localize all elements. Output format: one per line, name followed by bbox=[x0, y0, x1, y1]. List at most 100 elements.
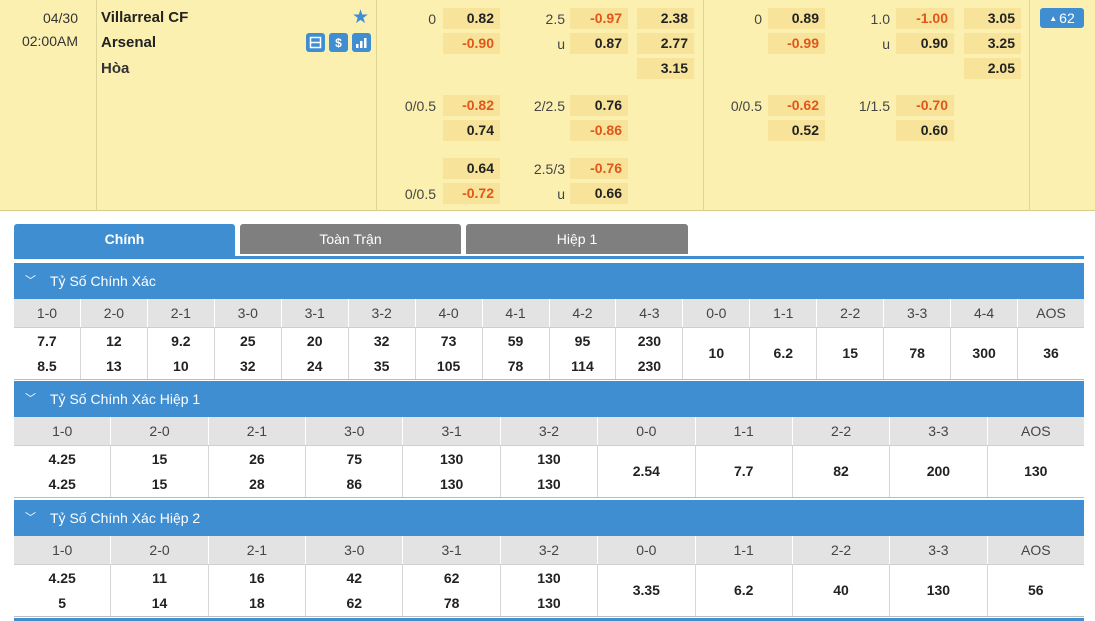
score-odds-cell[interactable]: 130 130 bbox=[501, 446, 599, 497]
home-team[interactable]: Villarreal CF bbox=[101, 9, 189, 26]
hdp-away-odd[interactable]: -0.99 bbox=[768, 33, 825, 54]
score-odds-cell[interactable]: 42 62 bbox=[306, 565, 404, 616]
score-odds-cell[interactable]: 73 105 bbox=[416, 328, 483, 379]
ou-under-odd[interactable]: 0.66 bbox=[570, 183, 628, 204]
ou-under-label: u bbox=[557, 36, 565, 52]
ou-under-odd[interactable]: 0.90 bbox=[896, 33, 954, 54]
lineup-icon[interactable] bbox=[306, 33, 325, 52]
hdp-away-odd[interactable]: 0.52 bbox=[768, 120, 825, 141]
column-divider bbox=[96, 0, 97, 211]
hdp-line: 0 bbox=[754, 11, 762, 27]
score-odds-cell[interactable]: 40 bbox=[793, 565, 891, 616]
score-label: 2-1 bbox=[209, 536, 307, 564]
score-odds-cell[interactable]: 6.2 bbox=[750, 328, 818, 379]
score-odds-cell[interactable]: 130 130 bbox=[501, 565, 599, 616]
ou-over-odd[interactable]: -0.76 bbox=[570, 158, 628, 179]
tab-full-match[interactable]: Toàn Trận bbox=[240, 224, 461, 254]
score-odds-cell[interactable]: 130 130 bbox=[403, 446, 501, 497]
section-header[interactable]: ﹀ Tỷ Số Chính Xác Hiệp 2 bbox=[14, 500, 1084, 536]
score-odds-cell[interactable]: 32 35 bbox=[349, 328, 416, 379]
caret-up-icon: ▲ bbox=[1049, 14, 1058, 23]
score-odds-cell[interactable]: 7.7 bbox=[696, 446, 793, 497]
tab-main[interactable]: Chính bbox=[14, 224, 235, 258]
score-label: AOS bbox=[1036, 305, 1066, 321]
odd-value: 2.54 bbox=[632, 463, 660, 479]
score-odds-cell[interactable]: 15 bbox=[817, 328, 885, 379]
score-odds-cell[interactable]: 15 15 bbox=[111, 446, 209, 497]
score-odds-cell[interactable]: 12 13 bbox=[81, 328, 148, 379]
ou-over-odd[interactable]: 0.76 bbox=[570, 95, 628, 116]
score-header-row: 1-0 2-0 2-1 3-0 3-1 3-2 0-0 1-1 2-2 3-3 AOS bbox=[14, 417, 1084, 446]
score-odds-cell[interactable]: 4.25 5 bbox=[14, 565, 112, 616]
section-header[interactable]: ﹀ Tỷ Số Chính Xác Hiệp 1 bbox=[14, 381, 1084, 417]
odd-value: 32 bbox=[373, 332, 390, 349]
score-odds-cell[interactable]: 6.2 bbox=[696, 565, 793, 616]
odd-value: 130 bbox=[537, 475, 561, 492]
dollar-icon[interactable]: $ bbox=[329, 33, 348, 52]
score-odds-cell[interactable]: 130 bbox=[890, 565, 988, 616]
score-odds-cell[interactable]: 20 24 bbox=[282, 328, 349, 379]
away-team[interactable]: Arsenal bbox=[101, 34, 157, 51]
tab-first-half[interactable]: Hiệp 1 bbox=[466, 224, 688, 254]
column-divider bbox=[1029, 0, 1030, 211]
hdp-away-odd[interactable]: -0.72 bbox=[443, 183, 500, 204]
section-header[interactable]: ﹀ Tỷ Số Chính Xác bbox=[14, 263, 1084, 299]
x12-away-odd[interactable]: 2.77 bbox=[637, 33, 694, 54]
more-markets-button[interactable]: ▲ 62 bbox=[1040, 8, 1084, 28]
hdp-home-odd[interactable]: 0.89 bbox=[768, 8, 825, 29]
x12-home-odd[interactable]: 3.05 bbox=[964, 8, 1021, 29]
more-count: 62 bbox=[1059, 10, 1075, 26]
hdp-home-odd[interactable]: 0.82 bbox=[443, 8, 500, 29]
hdp-home-odd[interactable]: 0.64 bbox=[443, 158, 500, 179]
star-icon[interactable]: ★ bbox=[352, 7, 370, 28]
odd-value: 28 bbox=[249, 475, 265, 492]
score-odds-cell[interactable]: 230 230 bbox=[616, 328, 684, 379]
ou-line: 2/2.5 bbox=[533, 98, 565, 114]
odd-value: 75 bbox=[346, 450, 363, 467]
hdp-home-odd[interactable]: -0.62 bbox=[768, 95, 825, 116]
score-odds-cell[interactable]: 200 bbox=[890, 446, 988, 497]
column-divider bbox=[376, 0, 377, 211]
score-odds-cell[interactable]: 4.25 4.25 bbox=[14, 446, 112, 497]
odd-value: 7.7 bbox=[733, 463, 754, 479]
score-odds-cell[interactable]: 130 bbox=[988, 446, 1084, 497]
score-odds-cell[interactable]: 75 86 bbox=[306, 446, 404, 497]
score-odds-cell[interactable]: 62 78 bbox=[403, 565, 501, 616]
score-odds-cell[interactable]: 82 bbox=[793, 446, 891, 497]
score-odds-cell[interactable]: 95 114 bbox=[550, 328, 617, 379]
score-odds-cell[interactable]: 56 bbox=[988, 565, 1084, 616]
hdp-away-odd[interactable]: 0.74 bbox=[443, 120, 500, 141]
score-odds-cell[interactable]: 78 bbox=[884, 328, 952, 379]
score-odds-cell[interactable]: 2.54 bbox=[598, 446, 696, 497]
x12-away-odd[interactable]: 3.25 bbox=[964, 33, 1021, 54]
ou-over-odd[interactable]: -0.97 bbox=[570, 8, 628, 29]
score-odds-cell[interactable]: 26 28 bbox=[209, 446, 307, 497]
x12-home-odd[interactable]: 2.38 bbox=[637, 8, 694, 29]
ou-under-odd[interactable]: -0.86 bbox=[570, 120, 628, 141]
x12-draw-odd[interactable]: 2.05 bbox=[964, 58, 1021, 79]
score-odds-cell[interactable]: 59 78 bbox=[483, 328, 550, 379]
score-label: 0-0 bbox=[598, 417, 696, 445]
ou-over-odd[interactable]: -0.70 bbox=[896, 95, 954, 116]
score-odds-cell[interactable]: 25 32 bbox=[215, 328, 282, 379]
score-odds-cell[interactable]: 9.2 10 bbox=[148, 328, 215, 379]
chevron-down-icon: ﹀ bbox=[25, 275, 36, 287]
x12-draw-odd[interactable]: 3.15 bbox=[637, 58, 694, 79]
odd-value: 95 bbox=[574, 332, 591, 349]
score-label: 3-2 bbox=[349, 299, 416, 327]
score-odds-cell[interactable]: 3.35 bbox=[598, 565, 696, 616]
ou-over-odd[interactable]: -1.00 bbox=[896, 8, 954, 29]
hdp-away-odd[interactable]: -0.90 bbox=[443, 33, 500, 54]
score-odds-cell[interactable]: 300 bbox=[951, 328, 1019, 379]
score-odds-cell[interactable]: 36 bbox=[1018, 328, 1084, 379]
tab-underline bbox=[14, 256, 1084, 259]
score-odds-cell[interactable]: 10 bbox=[683, 328, 751, 379]
ou-under-odd[interactable]: 0.60 bbox=[896, 120, 954, 141]
hdp-home-odd[interactable]: -0.82 bbox=[443, 95, 500, 116]
stats-icon[interactable] bbox=[352, 33, 371, 52]
score-odds-cell[interactable]: 16 18 bbox=[209, 565, 307, 616]
score-odds-cell[interactable]: 11 14 bbox=[111, 565, 209, 616]
odd-value: 82 bbox=[833, 463, 849, 479]
ou-under-odd[interactable]: 0.87 bbox=[570, 33, 628, 54]
score-odds-cell[interactable]: 7.7 8.5 bbox=[14, 328, 81, 379]
